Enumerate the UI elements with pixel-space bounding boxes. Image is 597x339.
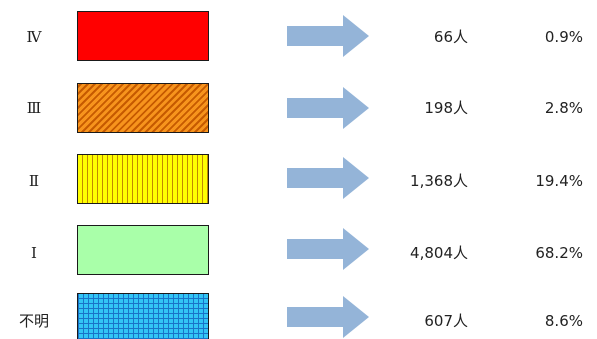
level-label: Ⅰ <box>31 244 37 262</box>
right-arrow-icon <box>287 15 369 57</box>
percent-value: 19.4% <box>535 172 583 190</box>
count-value: 198人 <box>424 99 468 117</box>
legend-row-level-1: Ⅰ 4,804人 68.2% <box>0 211 597 275</box>
count-value: 1,368人 <box>410 172 468 190</box>
right-arrow-icon <box>287 228 369 270</box>
legend-row-level-2: Ⅱ 1,368人 19.4% <box>0 142 597 204</box>
legend-row-level-3: Ⅲ 198人 2.8% <box>0 73 597 133</box>
right-arrow-icon <box>287 296 369 338</box>
right-arrow-icon <box>287 157 369 199</box>
swatch-level-2 <box>77 154 209 204</box>
level-label: Ⅱ <box>28 172 40 190</box>
percent-value: 68.2% <box>535 244 583 262</box>
right-arrow-icon <box>287 87 369 129</box>
legend-row-level-unknown: 不明 607人 8.6% <box>0 279 597 339</box>
level-label: Ⅲ <box>26 99 42 117</box>
swatch-level-3 <box>77 83 209 133</box>
count-value: 607人 <box>424 312 468 330</box>
percent-value: 2.8% <box>544 99 583 117</box>
percent-value: 0.9% <box>544 28 583 46</box>
swatch-level-1 <box>77 225 209 275</box>
percent-value: 8.6% <box>544 312 583 330</box>
legend-row-level-4: Ⅳ 66人 0.9% <box>0 8 597 68</box>
swatch-level-4 <box>77 11 209 61</box>
level-label: 不明 <box>18 312 49 330</box>
count-value: 4,804人 <box>410 244 468 262</box>
level-label: Ⅳ <box>26 28 42 46</box>
count-value: 66人 <box>433 28 468 46</box>
swatch-level-unknown <box>77 293 209 339</box>
